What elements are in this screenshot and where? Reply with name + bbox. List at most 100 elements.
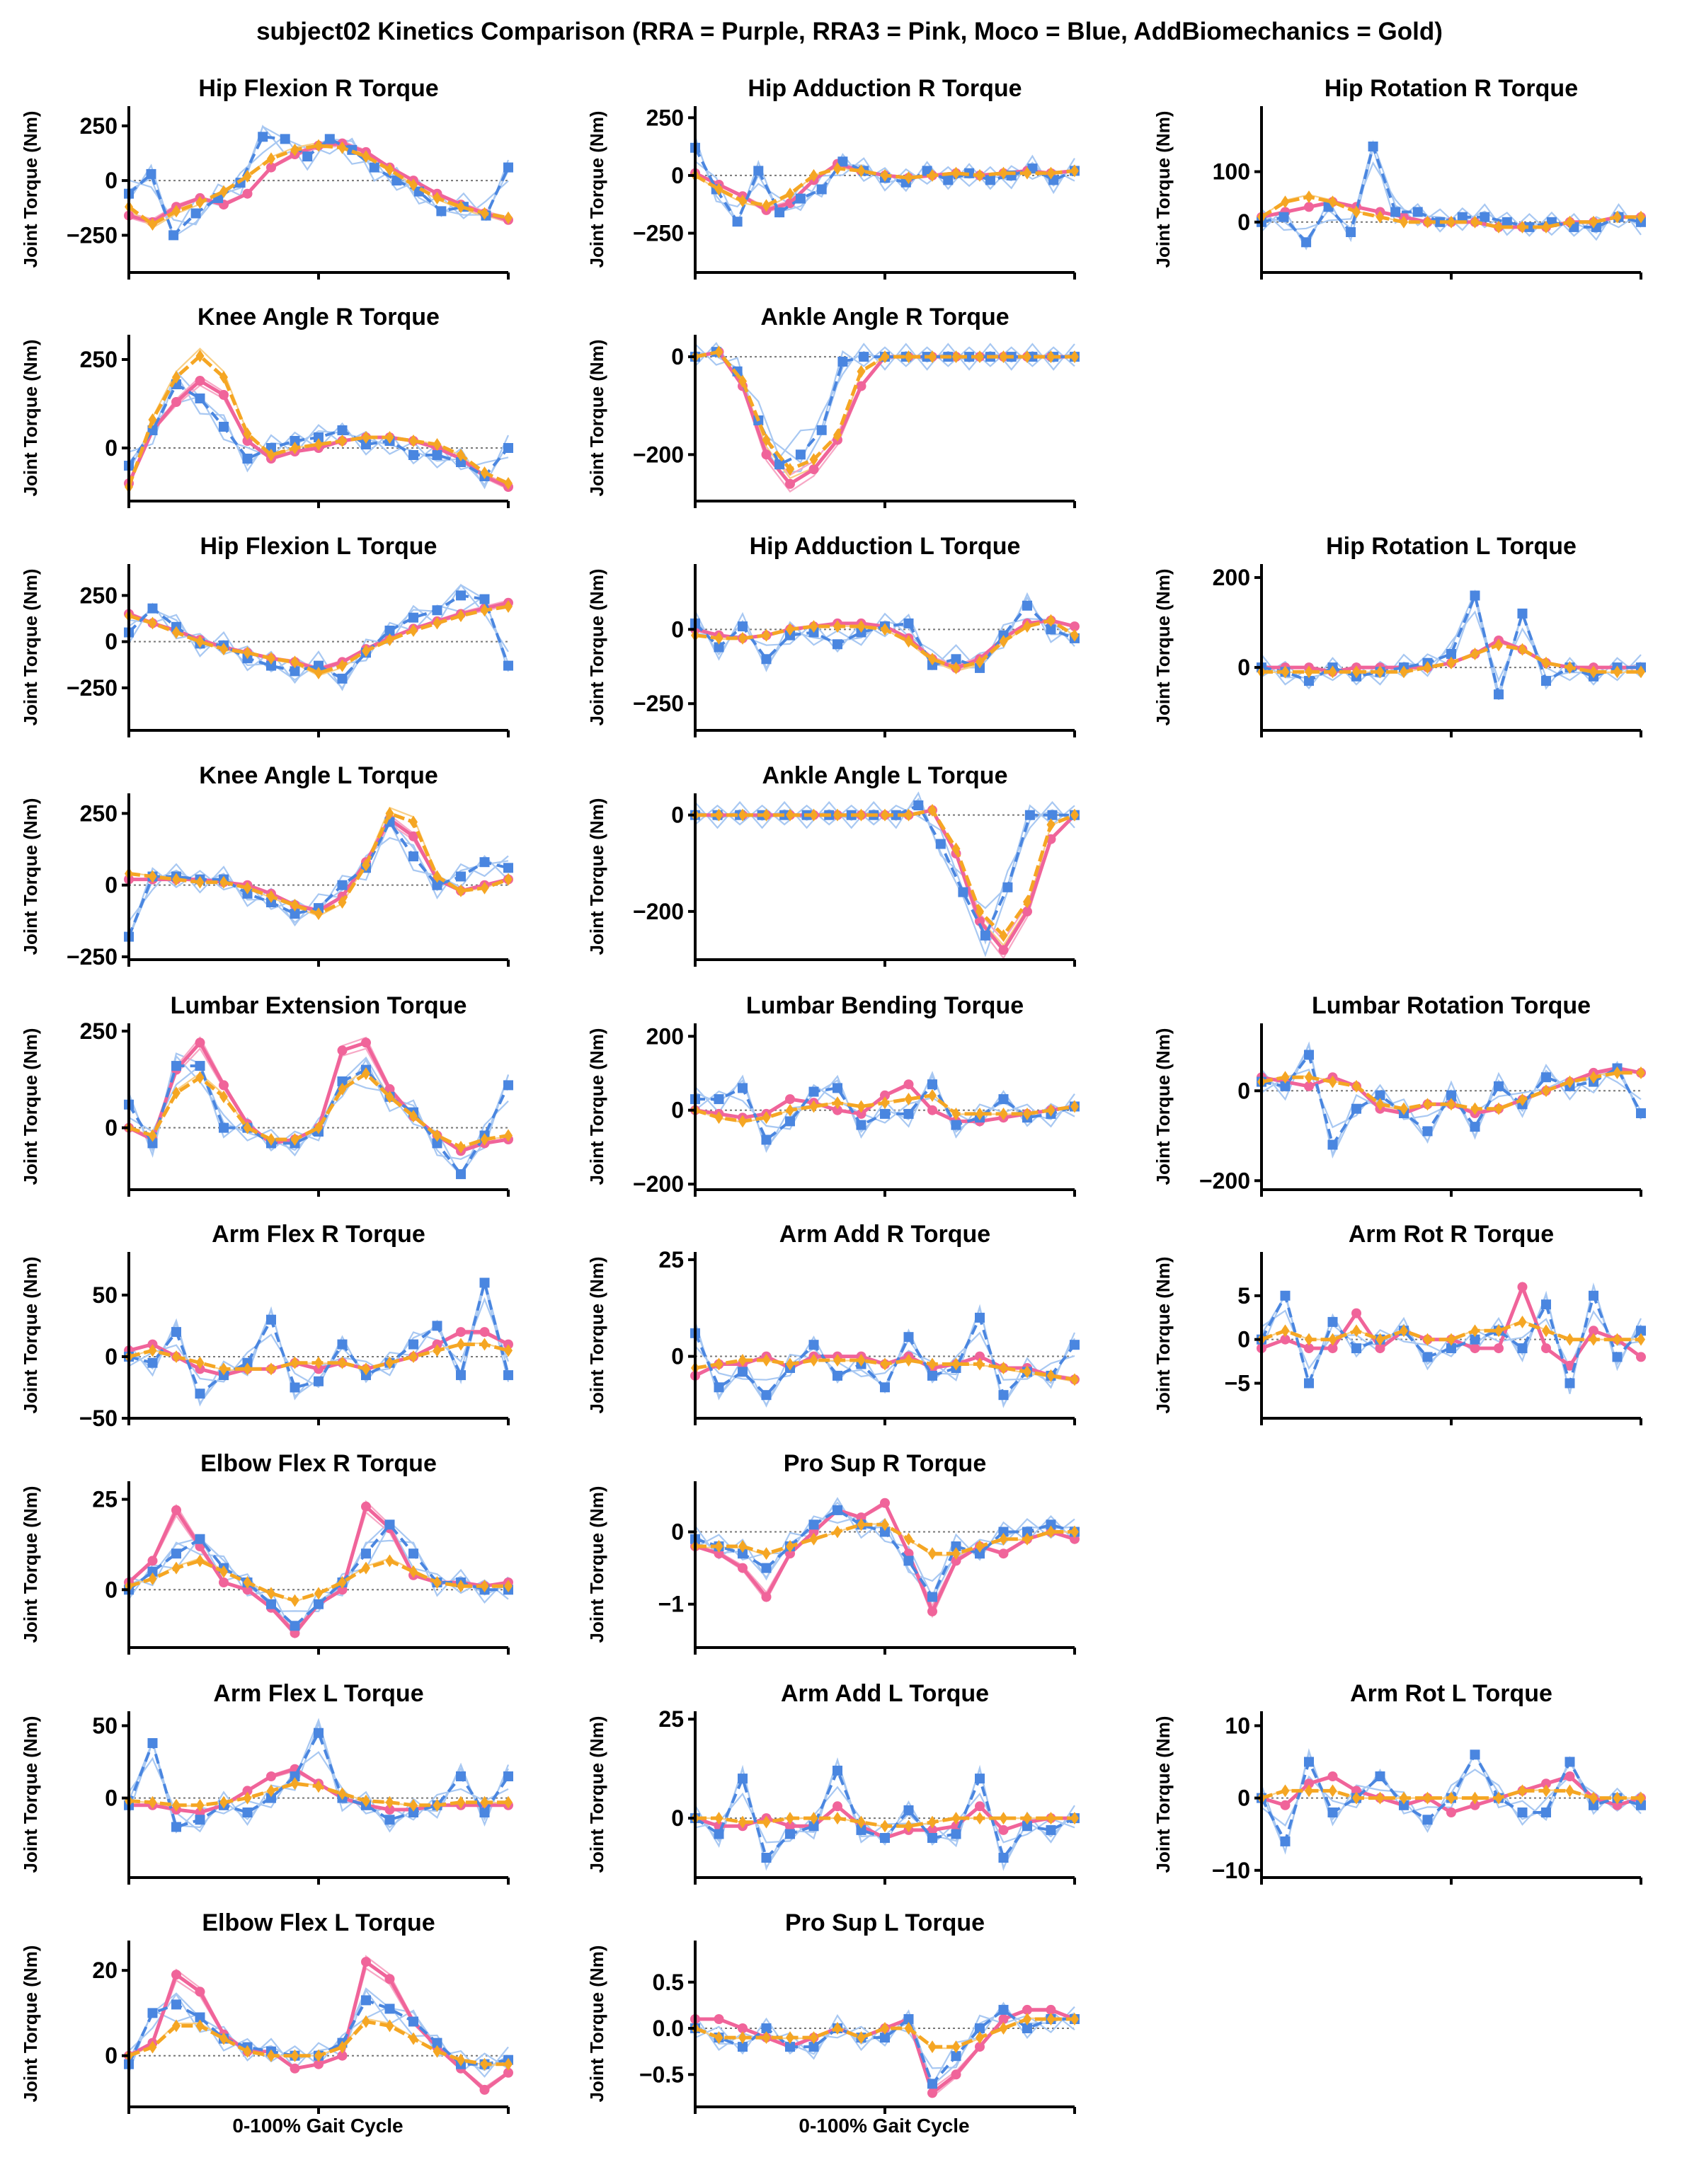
moco-point	[1327, 1316, 1338, 1327]
moco-point	[384, 1815, 395, 1825]
rra3-point	[927, 1824, 937, 1835]
addbio-point	[1613, 1066, 1622, 1079]
addbio-point	[1070, 1525, 1079, 1539]
moco-point	[738, 1774, 748, 1784]
moco-point	[171, 1061, 181, 1071]
rra3-point	[147, 1556, 158, 1566]
addbio-point	[267, 1362, 275, 1376]
moco-point	[1517, 1807, 1528, 1817]
y-tick-label: −250	[633, 691, 684, 716]
rra3-point	[1327, 1343, 1338, 1354]
addbio-point	[480, 881, 489, 895]
rra3-point	[1470, 1343, 1480, 1354]
moco-point	[266, 1599, 276, 1609]
rra3-point	[880, 1090, 890, 1100]
addbio-series-line	[1260, 195, 1641, 229]
y-tick-label: −250	[67, 222, 118, 248]
addbio-point	[290, 2049, 299, 2062]
rra3-point	[833, 1801, 842, 1812]
addbio-point	[172, 2019, 181, 2033]
addbio-point	[148, 217, 157, 231]
addbio-point	[881, 1357, 889, 1371]
rra3-point	[219, 390, 229, 400]
chart-panel: Lumbar Extension Torque Joint Torque (Nm)…	[20, 992, 513, 1197]
chart-title: Ankle Angle L Torque	[762, 762, 1008, 789]
rra3-point	[785, 478, 795, 489]
moco-point	[795, 449, 806, 460]
addbio-point	[762, 1354, 771, 1367]
y-tick-label: 250	[80, 582, 118, 608]
moco-point	[408, 2016, 418, 2027]
moco-point	[1278, 212, 1289, 222]
moco-point	[833, 1505, 842, 1515]
moco-point	[808, 2042, 819, 2052]
addbio-point	[1470, 1791, 1480, 1805]
rra3-point	[361, 1501, 371, 1512]
moco-point	[1046, 624, 1056, 635]
moco-point	[1446, 1343, 1456, 1354]
addbio-point	[881, 350, 889, 364]
moco-point	[903, 1805, 914, 1815]
moco-point	[1390, 207, 1401, 217]
y-tick-label: 0	[671, 1805, 684, 1831]
addbio-point	[504, 1129, 513, 1142]
y-axis-label: Joint Torque (Nm)	[1152, 111, 1174, 268]
chart-title: Pro Sup L Torque	[785, 1909, 985, 1936]
moco-trial-line	[694, 798, 1075, 958]
moco-point	[432, 1138, 442, 1149]
addbio-point	[148, 1129, 157, 1142]
moco-point	[975, 1774, 985, 1784]
addbio-point	[951, 166, 961, 180]
moco-point	[1368, 142, 1378, 151]
moco-point	[1022, 1527, 1032, 1537]
moco-point	[456, 457, 466, 467]
chart-panel: Hip Adduction L Torque Joint Torque (Nm) 0…	[586, 533, 1080, 737]
chart-panel: Elbow Flex L Torque Joint Torque (Nm) 20 0	[20, 1909, 513, 2114]
addbio-point	[809, 620, 818, 633]
rra3-point	[361, 1957, 371, 1967]
addbio-point	[1305, 1071, 1313, 1084]
addbio-point	[881, 1518, 889, 1531]
moco-point	[1541, 676, 1551, 686]
addbio-point	[433, 2045, 442, 2058]
addbio-point	[1070, 808, 1079, 822]
addbio-point	[1046, 1103, 1056, 1117]
addbio-point	[290, 442, 299, 454]
addbio-point	[433, 438, 442, 451]
addbio-point	[243, 881, 252, 895]
moco-point	[337, 880, 348, 890]
moco-point	[714, 1094, 724, 1105]
y-tick-label: 250	[80, 113, 118, 139]
moco-point	[432, 2038, 442, 2048]
rra3-trial-line	[695, 809, 1075, 960]
moco-point	[951, 1541, 961, 1551]
moco-point	[1304, 1378, 1314, 1389]
moco-trial-line	[128, 370, 509, 486]
moco-point	[1564, 1378, 1575, 1389]
addbio-point	[809, 1812, 818, 1825]
rra3-point	[171, 1505, 181, 1515]
y-tick-label: −200	[1199, 1168, 1250, 1193]
rra3-point	[219, 1577, 229, 1587]
y-tick-label: 0	[1237, 209, 1250, 235]
rra3-point	[714, 2014, 724, 2024]
moco-point	[951, 1829, 961, 1839]
y-tick-label: −250	[633, 221, 684, 246]
addbio-point	[290, 899, 299, 912]
moco-point	[1541, 1807, 1551, 1817]
addbio-point	[999, 350, 1008, 364]
addbio-point	[1637, 1791, 1645, 1805]
addbio-point	[1375, 1098, 1385, 1111]
moco-point	[837, 156, 848, 167]
moco-point	[1446, 1090, 1456, 1100]
addbio-point	[1518, 1093, 1527, 1106]
addbio-point	[951, 842, 961, 856]
chart-panel: Hip Flexion L Torque Joint Torque (Nm) 250…	[20, 533, 513, 737]
addbio-point	[172, 1561, 181, 1575]
addbio-point	[219, 875, 228, 889]
y-tick-label: 0	[1237, 1327, 1250, 1352]
moco-point	[258, 132, 268, 142]
addbio-point	[148, 2040, 157, 2054]
moco-point	[935, 839, 946, 849]
addbio-point	[409, 624, 418, 637]
